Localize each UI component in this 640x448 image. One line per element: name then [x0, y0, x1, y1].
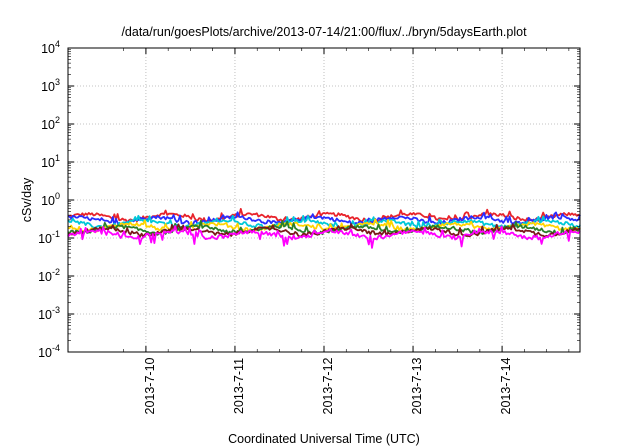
y-tick-base: 10 — [38, 270, 52, 284]
series-line — [67, 214, 581, 230]
y-tick-exponent: 4 — [55, 39, 60, 49]
x-tick-label: 2013-7-12 — [321, 357, 335, 414]
y-tick-exponent: -2 — [52, 267, 60, 277]
y-tick-label: 100 — [41, 191, 60, 208]
series-layer — [67, 208, 581, 249]
y-tick-base: 10 — [38, 232, 52, 246]
y-tick-label: 102 — [41, 115, 60, 132]
y-tick-base: 10 — [41, 156, 55, 170]
y-tick-base: 10 — [38, 308, 52, 322]
y-tick-label: 101 — [41, 153, 60, 170]
y-tick-exponent: -4 — [52, 343, 60, 353]
chart-title: /data/run/goesPlots/archive/2013-07-14/2… — [121, 25, 527, 39]
x-tick-label: 2013-7-10 — [143, 357, 157, 414]
y-tick-exponent: 0 — [55, 191, 60, 201]
y-tick-label: 10-1 — [38, 229, 60, 246]
grid — [68, 48, 580, 352]
x-tick-label: 2013-7-11 — [232, 358, 246, 414]
y-tick-exponent: 1 — [55, 153, 60, 163]
y-tick-exponent: -3 — [52, 305, 60, 315]
y-tick-label: 10-2 — [38, 267, 60, 284]
x-tick-label: 2013-7-14 — [499, 357, 513, 414]
series-line — [67, 211, 581, 227]
x-axis: 2013-7-10 2013-7-11 2013-7-12 2013-7-13 2013… — [143, 357, 513, 414]
series-line — [67, 225, 581, 249]
axis-ticks — [68, 47, 580, 353]
y-tick-label: 104 — [41, 39, 60, 56]
y-tick-exponent: 2 — [55, 115, 60, 125]
y-tick-label: 10-4 — [38, 343, 60, 360]
y-tick-base: 10 — [38, 346, 52, 360]
y-tick-label: 103 — [41, 77, 60, 94]
y-tick-base: 10 — [41, 80, 55, 94]
x-tick-label: 2013-7-13 — [410, 357, 424, 414]
x-axis-label: Coordinated Universal Time (UTC) — [228, 432, 420, 446]
y-tick-exponent: 3 — [55, 77, 60, 87]
y-tick-label: 10-3 — [38, 305, 60, 322]
y-tick-base: 10 — [41, 194, 55, 208]
y-axis-label: cSv/day — [20, 177, 34, 222]
y-tick-base: 10 — [41, 42, 55, 56]
y-tick-base: 10 — [41, 118, 55, 132]
y-tick-exponent: -1 — [52, 229, 60, 239]
